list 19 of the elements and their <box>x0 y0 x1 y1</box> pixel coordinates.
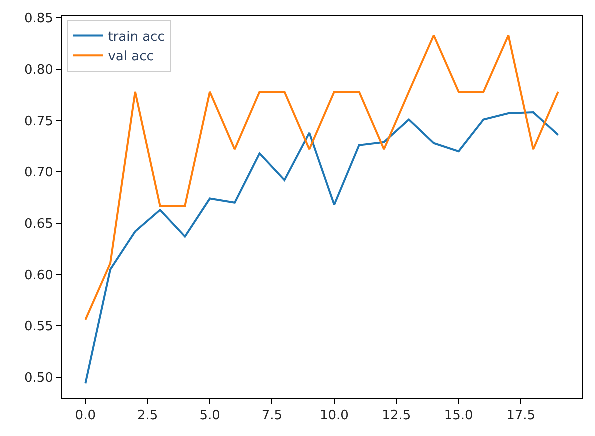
x-tick-label: 10.0 <box>320 408 349 424</box>
x-tick-label: 2.5 <box>137 408 158 424</box>
x-tick-label: 7.5 <box>262 408 283 424</box>
legend-label: val acc <box>108 50 154 65</box>
y-tick-label: 0.65 <box>24 216 54 232</box>
y-tick-label: 0.80 <box>24 62 54 78</box>
x-tick-label: 17.5 <box>506 408 536 424</box>
legend-label: train acc <box>108 30 165 45</box>
y-tick-label: 0.85 <box>24 12 54 27</box>
y-tick-label: 0.55 <box>24 320 54 335</box>
x-tick-label: 12.5 <box>382 408 412 424</box>
y-tick-label: 0.60 <box>24 268 54 284</box>
y-tick-label: 0.50 <box>24 371 54 386</box>
y-tick-label: 0.75 <box>24 114 54 130</box>
x-tick-label: 5.0 <box>200 408 220 424</box>
x-tick-label: 0.0 <box>75 408 96 424</box>
x-tick-label: 15.0 <box>444 408 474 424</box>
line-series <box>84 112 560 385</box>
y-tick-label: 0.70 <box>24 166 54 181</box>
